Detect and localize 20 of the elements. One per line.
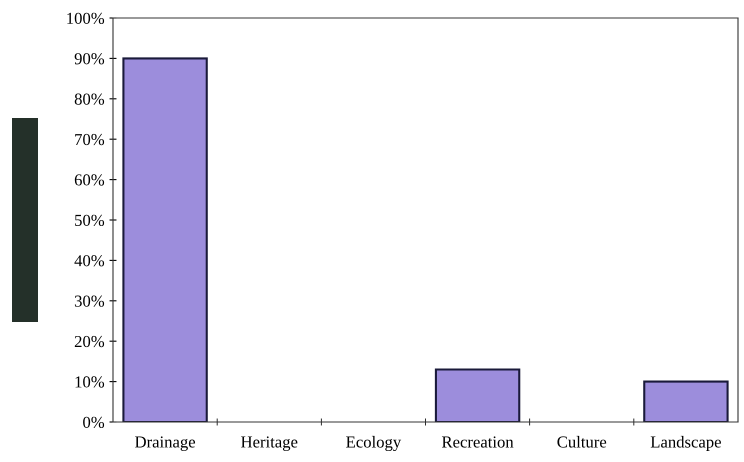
x-tick-label: Heritage [241, 436, 298, 452]
y-tick-label: 30% [74, 296, 104, 307]
x-tick-label: Landscape [650, 436, 721, 452]
x-tick-label: Drainage [135, 436, 196, 452]
y-tick-label: 20% [74, 336, 104, 348]
bar [434, 368, 520, 422]
x-tick-label: Recreation [442, 436, 514, 448]
y-tick-label: 50% [75, 214, 104, 226]
y-tick-label: 70% [75, 134, 104, 146]
x-tick-label: Ecology [346, 436, 402, 452]
y-tick-label: 100% [67, 12, 104, 24]
bar [122, 57, 208, 422]
y-tick-label: 10% [76, 376, 104, 388]
y-tick-label: 90% [74, 53, 104, 64]
y-tick-label: 80% [74, 94, 104, 105]
y-tick-label: 40% [74, 255, 104, 266]
y-tick-label: 0% [83, 416, 104, 428]
y-tick-label: 60% [74, 174, 104, 186]
x-tick-label: Culture [557, 436, 606, 448]
bar [643, 380, 729, 422]
